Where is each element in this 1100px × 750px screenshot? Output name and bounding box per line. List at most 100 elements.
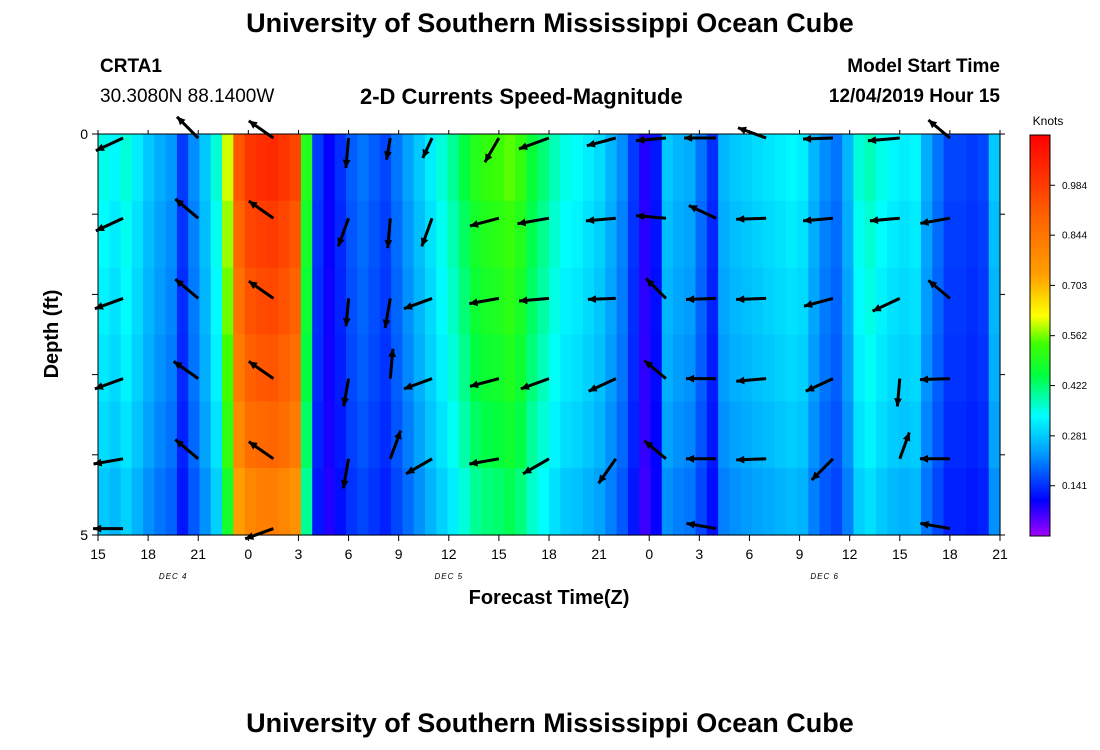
- heatmap-cell: [729, 334, 742, 402]
- heatmap-cell: [830, 200, 843, 269]
- heatmap-cell: [650, 401, 663, 469]
- heatmap-cell: [875, 334, 888, 402]
- heatmap-cell: [458, 134, 471, 202]
- y-axis-label: Depth (ft): [41, 290, 63, 379]
- heatmap-cell: [909, 401, 922, 469]
- heatmap-cell: [154, 134, 167, 202]
- current-arrow: [518, 296, 550, 305]
- heatmap-cell: [165, 267, 178, 336]
- heatmap-cell: [402, 200, 415, 269]
- heatmap-cell: [853, 267, 866, 336]
- heatmap-cell: [154, 267, 167, 336]
- current-arrow: [340, 458, 351, 489]
- heatmap-cell: [898, 200, 911, 269]
- heatmap-cell: [673, 468, 685, 536]
- heatmap-cell: [842, 267, 855, 336]
- current-arrow: [384, 137, 392, 160]
- heatmap-cell: [898, 134, 911, 202]
- heatmap-cell: [830, 267, 843, 336]
- heatmap-cell: [605, 200, 618, 269]
- heatmap-cell: [278, 134, 291, 202]
- x-tick-label: 21: [190, 546, 206, 562]
- heatmap-cell: [300, 334, 313, 402]
- heatmap-cell: [594, 468, 606, 536]
- current-arrow: [94, 297, 124, 311]
- heatmap-cell: [481, 134, 494, 202]
- colorbar: Knots 0.984 0.844 0.703 0.562 0.422 0.281 0.14…: [1029, 114, 1087, 537]
- x-tick-label: 3: [695, 546, 703, 562]
- heatmap-cell: [853, 468, 866, 536]
- heatmap-cell: [718, 401, 731, 469]
- current-arrow: [174, 197, 200, 220]
- heatmap-cell: [797, 334, 809, 402]
- heatmap-cell: [447, 401, 460, 469]
- heatmap-cell: [176, 401, 189, 469]
- heatmap-cell: [244, 267, 257, 336]
- heatmap-cell: [481, 200, 494, 269]
- heatmap-cell: [797, 200, 809, 269]
- heatmap-cell: [582, 267, 595, 336]
- heatmap-cell: [785, 134, 798, 202]
- heatmap-cell: [526, 334, 539, 402]
- heatmap-cell: [909, 134, 922, 202]
- heatmap-cell: [346, 401, 358, 469]
- heatmap-cell: [222, 468, 234, 536]
- date-label: DEC 6: [810, 572, 839, 581]
- heatmap-cell: [492, 334, 505, 402]
- heatmap-cell: [120, 200, 133, 269]
- heatmap-cell: [492, 267, 505, 336]
- heatmap-cell: [492, 134, 505, 202]
- heatmap-cell: [627, 200, 640, 269]
- heatmap-cell: [210, 334, 223, 402]
- heatmap-cell: [244, 334, 257, 402]
- current-arrow: [587, 295, 616, 303]
- heatmap-cell: [188, 401, 201, 469]
- heatmap-cell: [334, 267, 347, 336]
- current-arrow: [688, 204, 717, 220]
- heatmap-cell: [774, 468, 787, 536]
- heatmap-cell: [560, 134, 573, 202]
- heatmap-cell: [898, 334, 911, 402]
- heatmap-cell: [819, 334, 832, 402]
- heatmap-cell: [199, 134, 212, 202]
- current-arrow: [684, 134, 717, 142]
- x-tick-label: 21: [591, 546, 607, 562]
- current-arrow: [736, 455, 767, 464]
- heatmap-cell: [695, 334, 708, 402]
- heatmap-cell: [932, 401, 945, 469]
- heatmap-cell: [109, 468, 122, 536]
- current-arrow: [403, 297, 433, 311]
- heatmap-cell: [819, 200, 832, 269]
- heatmap-cell: [131, 468, 144, 536]
- heatmap-cell: [379, 267, 392, 336]
- current-arrow: [585, 216, 616, 224]
- current-arrow: [382, 298, 392, 329]
- heatmap-cell: [413, 334, 426, 402]
- heatmap-cell: [740, 200, 753, 269]
- heatmap-cell: [300, 401, 313, 469]
- heatmap-cell: [853, 200, 866, 269]
- heatmap-cell: [808, 200, 821, 269]
- heatmap-cell: [582, 401, 595, 469]
- colorbar-tick-label: 0.422: [1062, 381, 1087, 392]
- heatmap-cell: [853, 134, 866, 202]
- heatmap-cell: [977, 468, 990, 536]
- heatmap-cell: [109, 401, 122, 469]
- heatmap-cell: [436, 134, 449, 202]
- colorbar-tick-label: 0.141: [1062, 481, 1087, 492]
- heatmap-cell: [154, 334, 167, 402]
- heatmap-cell: [391, 200, 404, 269]
- current-arrow: [737, 126, 767, 140]
- speed-heatmap: [98, 134, 1001, 536]
- heatmap-cell: [143, 200, 155, 269]
- heatmap-cell: [808, 134, 821, 202]
- heatmap-cell: [436, 334, 449, 402]
- heatmap-cell: [357, 200, 370, 269]
- heatmap-cell: [334, 200, 347, 269]
- current-arrow: [586, 136, 617, 148]
- heatmap-cell: [830, 334, 843, 402]
- heatmap-cell: [864, 200, 877, 269]
- heatmap-cell: [458, 200, 471, 269]
- heatmap-cell: [199, 401, 212, 469]
